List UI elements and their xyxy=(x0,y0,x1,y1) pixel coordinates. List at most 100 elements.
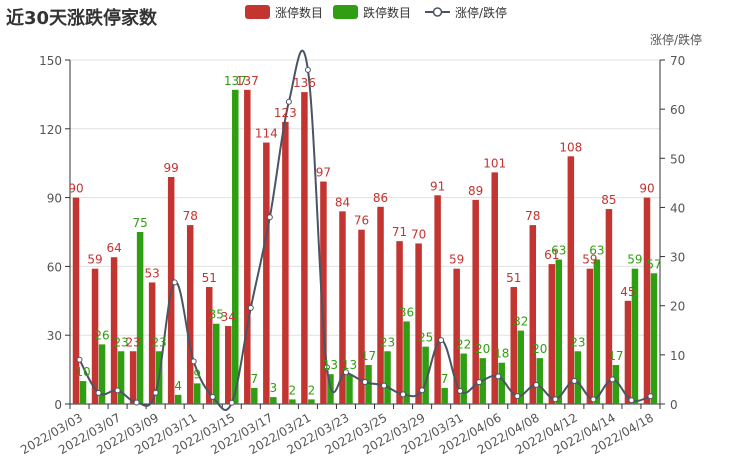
ratio-point xyxy=(76,356,83,363)
ratio-point xyxy=(590,396,597,403)
bar-limit-up xyxy=(205,287,213,404)
bar-limit-down-label: 13 xyxy=(323,358,338,372)
bar-limit-down xyxy=(232,89,239,405)
bar-limit-up xyxy=(453,268,460,404)
y-tick-label: 90 xyxy=(47,192,62,206)
bar-limit-down-label: 10 xyxy=(75,365,90,379)
bar-limit-down-label: 26 xyxy=(94,328,109,342)
x-axis: 2022/03/032022/03/072022/03/092022/03/11… xyxy=(18,403,661,457)
ratio-point xyxy=(552,396,559,403)
bar-limit-down xyxy=(251,387,258,404)
bar-limit-up xyxy=(110,257,118,404)
legend-swatch xyxy=(245,5,270,19)
ratio-point xyxy=(495,373,502,380)
bar-limit-down xyxy=(270,397,277,404)
bar-limit-up-label: 85 xyxy=(601,193,616,207)
bar-limit-down-label: 35 xyxy=(209,308,224,322)
bar-limit-up xyxy=(282,121,289,405)
bar-limit-down-label: 22 xyxy=(456,338,471,352)
bar-limit-up xyxy=(643,197,651,404)
bar-limit-up xyxy=(129,351,137,404)
bar-limit-up-label: 59 xyxy=(582,253,597,267)
y-axis-left: 0 30 60 90 120 150 xyxy=(39,54,71,412)
bar-limit-up xyxy=(320,181,327,404)
bar-limit-up-label: 59 xyxy=(449,253,464,267)
legend-swatch-marker xyxy=(432,7,443,17)
bar-limit-down-label: 23 xyxy=(570,335,585,349)
ratio-point xyxy=(609,376,616,383)
bar-limit-up-label: 53 xyxy=(145,266,160,280)
bar-limit-up-label: 114 xyxy=(255,127,278,141)
bar-limit-up-label: 71 xyxy=(392,225,407,239)
bar-limit-down-label: 23 xyxy=(152,335,167,349)
bar-limit-up xyxy=(605,209,613,404)
bar-limit-down xyxy=(536,358,544,404)
y2-axis-label: 涨停/跌停 xyxy=(650,32,702,47)
bar-limit-down xyxy=(136,232,144,404)
bar-limit-down xyxy=(79,381,87,404)
bar-limit-up xyxy=(415,243,422,404)
ratio-point xyxy=(323,364,330,371)
bar-limit-up-label: 23 xyxy=(125,335,140,349)
legend-label: 跌停数目 xyxy=(363,5,411,20)
bar-limit-up-label: 51 xyxy=(506,271,521,285)
ratio-point xyxy=(190,358,197,365)
y2-tick-label: 60 xyxy=(670,103,685,117)
bar-limit-down xyxy=(422,346,429,404)
ratio-point xyxy=(476,379,483,386)
bar-limit-up xyxy=(472,199,479,404)
bar-limit-up xyxy=(529,225,537,404)
bar-limit-up-label: 90 xyxy=(639,182,654,196)
ratio-point xyxy=(114,387,121,394)
ratio-point xyxy=(514,393,521,400)
bar-limit-down-label: 23 xyxy=(113,335,128,349)
bar-limit-up xyxy=(624,300,632,404)
bar-limit-up-label: 89 xyxy=(468,184,483,198)
bar-limit-up xyxy=(263,142,270,404)
y2-tick-label: 30 xyxy=(670,251,685,265)
bar-limit-down xyxy=(650,273,658,404)
ratio-point xyxy=(457,387,464,394)
bar-limit-up-label: 59 xyxy=(87,253,102,267)
bar-limit-up xyxy=(72,197,80,404)
bar-limit-down-label: 7 xyxy=(441,372,449,386)
ratio-point xyxy=(304,66,311,73)
bar-limit-down-label: 63 xyxy=(551,244,566,258)
ratio-point xyxy=(209,393,216,400)
bar-limit-down-label: 63 xyxy=(589,244,604,258)
bar-limit-down xyxy=(308,399,315,404)
bar-limit-up xyxy=(148,282,156,404)
legend-label: 涨停/跌停 xyxy=(455,5,507,20)
ratio-point xyxy=(228,399,235,406)
bar-limit-down xyxy=(574,351,582,404)
bar-limit-down xyxy=(193,383,201,404)
bar-limit-down xyxy=(555,259,563,404)
bar-limit-up xyxy=(358,229,365,404)
ratio-point xyxy=(247,304,254,311)
bar-limit-up xyxy=(567,156,575,404)
bar-limit-down-label: 25 xyxy=(418,331,433,345)
bars xyxy=(72,89,658,405)
bar-limit-up-label: 51 xyxy=(202,271,217,285)
bar-limit-down xyxy=(212,323,220,404)
bar-limit-up xyxy=(244,89,251,405)
ratio-point xyxy=(133,399,140,406)
y-tick-label: 30 xyxy=(47,329,62,343)
bar-limit-down xyxy=(441,387,448,404)
bar-limit-down-label: 9 xyxy=(193,367,201,381)
bar-limit-up-label: 136 xyxy=(293,76,316,90)
bar-limit-down xyxy=(98,344,106,404)
legend: 涨停数目 跌停数目 涨停/跌停 xyxy=(245,5,507,20)
bar-limit-down-label: 17 xyxy=(608,349,623,363)
bar-limit-down-label: 137 xyxy=(224,74,247,88)
bar-limit-down-label: 36 xyxy=(399,305,414,319)
bar-limit-down-label: 2 xyxy=(308,383,316,397)
ratio-point xyxy=(400,391,407,398)
bar-limit-up xyxy=(396,241,403,404)
bar-limit-down-label: 13 xyxy=(342,358,357,372)
bar-limit-up-label: 91 xyxy=(430,179,445,193)
bar-limit-down xyxy=(289,399,296,404)
y2-tick-label: 20 xyxy=(670,300,685,314)
bar-limit-up xyxy=(186,225,194,404)
legend-swatch xyxy=(333,5,358,19)
